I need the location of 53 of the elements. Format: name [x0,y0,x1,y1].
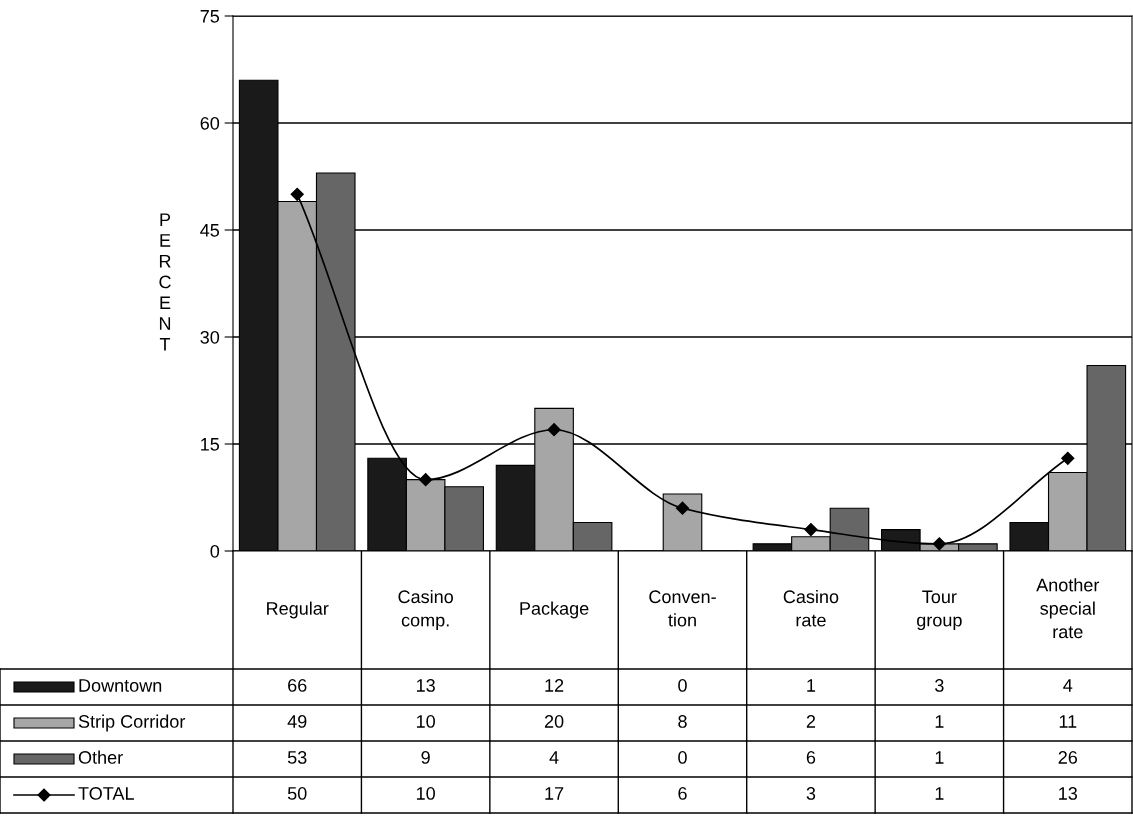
data-label: 13 [1059,787,1078,800]
legend-label: Other [78,750,123,764]
legend-label: Strip Corridor [78,714,186,732]
data-label: 50 [287,787,307,800]
data-label: 66 [288,679,307,692]
data-label: 9 [421,751,430,764]
y-tick-label: 45 [200,224,220,237]
data-label: 6 [678,787,687,800]
point [290,187,304,201]
x-tick-label: Another special rate [1036,578,1100,639]
x-tick-label: Regular [267,601,329,619]
data-label: 1 [935,715,944,728]
y-tick-label: 0 [210,544,220,558]
data-label: 6 [806,751,816,764]
data-label: 49 [287,715,307,728]
data-label: 8 [678,715,687,728]
point [675,501,690,515]
point [804,523,818,537]
data-label: 4 [1063,679,1073,692]
point [1061,451,1075,465]
data-label: 4 [549,751,559,764]
point [419,473,433,487]
data-label: 0 [678,679,687,692]
data-label: 12 [545,679,564,692]
y-axis-title: PERCENT [159,213,171,351]
legend-label: TOTAL [78,787,134,800]
x-tick-label: Casino comp. [398,589,453,631]
data-label: 26 [1058,751,1078,764]
y-tick-label: 75 [200,10,220,23]
y-tick-label: 60 [200,116,220,130]
data-label: 10 [416,715,435,728]
data-label: 10 [416,787,435,800]
data-label: 3 [935,679,944,692]
data-label: 0 [678,751,687,764]
x-tick-label: Tour group [917,590,962,631]
data-label: 1 [935,787,944,800]
x-tick-label: Conven- tion [649,590,716,627]
data-label: 20 [544,715,564,728]
x-tick-label: Casino rate [783,589,839,627]
data-label: 2 [806,715,816,728]
data-label: 17 [545,787,564,800]
legend-label: Downtown [79,679,162,692]
data-label: 3 [806,787,816,800]
point [547,423,561,437]
data-label: 53 [287,751,307,764]
y-tick-label: 30 [200,330,220,344]
data-label: 13 [416,679,435,692]
data-label: 1 [807,679,816,692]
y-tick-label: 15 [201,438,220,451]
data-label: 1 [935,751,944,764]
data-label: 11 [1059,715,1077,728]
point [932,537,946,551]
x-tick-label: Package [520,601,589,619]
